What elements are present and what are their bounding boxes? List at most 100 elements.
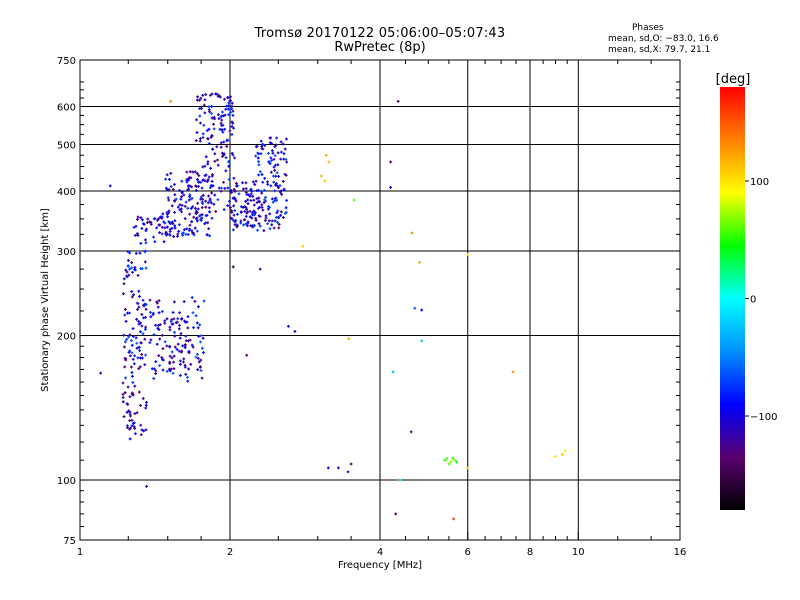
echo-point [219, 121, 223, 125]
echo-point [254, 218, 258, 222]
colorbar-tick-label: 0 [750, 295, 756, 306]
echo-point [233, 209, 237, 212]
echo-point [227, 159, 231, 163]
echo-point [132, 425, 136, 429]
x-axis: 1 2 4 6 8 10 16 [77, 60, 686, 558]
echo-point [154, 360, 158, 363]
echo-point [185, 227, 189, 231]
echo-point [282, 216, 285, 219]
echo-point [144, 229, 148, 233]
echo-point [137, 320, 141, 323]
echo-point [160, 356, 164, 359]
echo-point [213, 159, 217, 163]
echo-point [170, 226, 174, 230]
echo-point [243, 205, 247, 208]
echo-point [185, 320, 189, 324]
echo-point [191, 311, 195, 315]
echo-point [172, 360, 175, 364]
echo-point [191, 205, 195, 209]
echo-point [126, 311, 129, 315]
plot-grid [80, 60, 680, 540]
echo-point [202, 123, 206, 127]
echo-point [198, 114, 202, 118]
echo-point [175, 347, 179, 351]
echo-point [131, 335, 135, 338]
echo-point [126, 264, 130, 268]
echo-point [132, 293, 135, 297]
echo-point [231, 114, 235, 117]
echo-point [220, 128, 224, 132]
echo-point [255, 189, 259, 193]
colorbar-tick-label: 100 [750, 177, 769, 188]
echo-point [186, 315, 190, 319]
echo-point [167, 209, 171, 213]
echo-point [199, 334, 203, 338]
echo-point [165, 317, 169, 321]
echo-point [189, 197, 193, 201]
echo-point [124, 268, 128, 272]
echo-point [222, 140, 226, 144]
echo-point [164, 232, 168, 236]
echo-point [283, 147, 287, 151]
echo-point [280, 210, 283, 214]
echo-point [561, 453, 564, 456]
echo-point [160, 333, 164, 337]
echo-point [143, 260, 147, 264]
echo-point [199, 96, 203, 100]
echo-point [171, 322, 175, 326]
echo-point [326, 466, 330, 470]
echo-point [259, 170, 262, 174]
echo-point [144, 266, 148, 270]
echo-point [254, 179, 258, 183]
echo-point [143, 337, 147, 341]
echo-point [187, 367, 190, 371]
echo-point [134, 224, 138, 228]
echo-point [173, 334, 177, 338]
echo-point [122, 277, 126, 281]
echo-point [245, 207, 249, 211]
phase-stats-o-mode: mean, sd,O: −83.0, 16.6 [608, 34, 719, 44]
echo-point [257, 222, 261, 225]
echo-point [268, 227, 272, 231]
echo-point [243, 209, 247, 213]
x-tick-label: 1 [77, 547, 83, 558]
echo-point [140, 267, 144, 271]
echo-point [447, 462, 451, 466]
echo-point [184, 339, 188, 343]
echo-point [466, 253, 470, 256]
echo-point [200, 213, 204, 217]
y-axis-label: Stationary phase Virtual Height [km] [40, 208, 51, 392]
echo-point [245, 353, 249, 357]
echo-point [204, 155, 208, 159]
echo-point [256, 156, 260, 160]
echo-point [221, 123, 225, 127]
y-tick-label: 500 [57, 141, 76, 152]
echo-point [268, 136, 272, 140]
echo-point [198, 98, 201, 102]
echo-point [242, 187, 245, 191]
echo-point [137, 367, 141, 371]
echo-point [233, 197, 237, 201]
echo-point [133, 362, 136, 366]
y-axis: 75 100 200 300 400 500 600 750 [57, 56, 680, 547]
echo-point [130, 371, 134, 374]
echo-point [123, 340, 127, 344]
echo-point [319, 174, 323, 178]
echo-point [202, 299, 206, 303]
echo-point [144, 315, 147, 319]
echo-point [187, 198, 191, 202]
echo-point [205, 233, 209, 236]
echo-point [171, 371, 175, 375]
echo-point [208, 186, 212, 190]
echo-point [180, 195, 183, 199]
echo-point [248, 194, 252, 198]
echo-point [184, 372, 188, 376]
echo-point [171, 311, 175, 314]
echo-point [154, 369, 158, 373]
echo-point [285, 137, 288, 141]
echo-point [173, 300, 176, 304]
echo-point [184, 232, 188, 236]
echo-point [257, 163, 261, 167]
y-tick-label: 400 [57, 187, 76, 198]
echo-point [153, 217, 157, 220]
